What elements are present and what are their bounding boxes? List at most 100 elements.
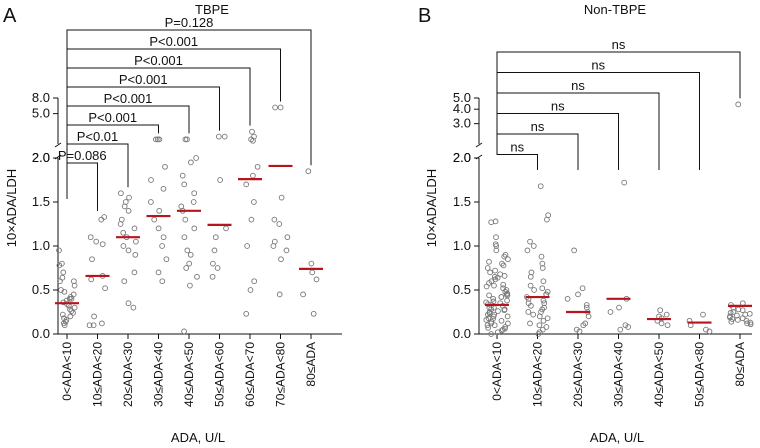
panel-a-data-point — [184, 247, 191, 254]
panel-b-data-point — [490, 316, 496, 322]
panel-a-data-point — [102, 285, 108, 292]
panel-a-comparison-label: P=0.128 — [165, 15, 214, 30]
panel-b-data-point — [504, 297, 510, 304]
panel-a-data-point — [125, 207, 132, 214]
panel-a-data-point — [182, 136, 189, 143]
panel-b-axis-break-mark — [475, 142, 483, 148]
panel-b-data-point — [531, 287, 537, 293]
panel-b-comparison-label: ns — [551, 99, 565, 114]
panel-a-y-tick-label: 2.0 — [32, 150, 50, 165]
panel-a-data-point — [162, 163, 168, 170]
panel-a-data-point — [120, 243, 127, 249]
panel-b-label: B — [418, 5, 431, 27]
panel-a-data-point — [194, 273, 200, 280]
panel-b-data-point — [700, 311, 706, 318]
panel-a-data-point — [211, 247, 218, 254]
panel-a-data-point — [313, 276, 320, 283]
panel-a-y-tick-label: 0.5 — [32, 282, 50, 297]
panel-a-data-point — [215, 133, 222, 140]
panel-a-plot: 0.00.51.01.52.02.05.08.00<ADA<10 10≤ADA<2… — [32, 15, 342, 407]
panel-b-y-tick-label: 1.5 — [453, 194, 471, 209]
panel-a-data-point — [91, 313, 97, 320]
panel-a-comparison-label: P<0.01 — [77, 129, 119, 144]
panel-a-data-point — [151, 216, 158, 223]
panel-a-data-point — [67, 306, 73, 313]
panel-a-data-point — [93, 238, 100, 245]
panel-a-data-point — [250, 172, 256, 179]
panel-a-data-point — [59, 311, 66, 318]
panel-b-data-point — [544, 216, 550, 223]
panel-a-data-point — [66, 295, 73, 302]
panel-a-x-tick-label: 70≤ADA<80 — [274, 342, 288, 407]
panel-a-data-point — [300, 291, 306, 298]
panel-b-data-point — [498, 317, 505, 324]
panel-b-data-point — [527, 238, 533, 245]
panel-a-data-point — [121, 278, 128, 285]
panel-a-data-point — [276, 291, 283, 298]
panel-b-xlabel: ADA, U/L — [590, 430, 644, 445]
panel-b-data-point — [530, 311, 537, 318]
panel-a-y-tick-label: 1.5 — [32, 194, 50, 209]
panel-b-data-point — [490, 295, 497, 302]
panel-b-data-point — [734, 317, 741, 323]
panel-a-comparison-bracket — [66, 162, 98, 211]
panel-b-data-point — [583, 302, 590, 308]
panel-b-data-point — [493, 234, 499, 241]
panel-b-data-point — [729, 316, 736, 322]
panel-b-y-tick-label: 5.0 — [453, 90, 471, 105]
panel-b-data-point — [625, 324, 632, 330]
panel-a-data-point — [125, 247, 132, 254]
panel-a-data-point — [120, 229, 127, 236]
panel-a-data-point — [56, 262, 63, 269]
panel-a-data-point — [283, 247, 290, 254]
panel-b-data-point — [576, 328, 583, 335]
panel-b-data-point — [730, 309, 737, 315]
panel-b-data-point — [539, 326, 546, 333]
panel-a-xlabel: ADA, U/L — [171, 430, 225, 445]
panel-b-data-point — [488, 331, 494, 337]
panel-b-data-point — [537, 183, 544, 190]
panel-a-x-tick-label: 0<ADA<10 — [60, 342, 74, 401]
panel-a-data-point — [250, 137, 256, 144]
panel-a-data-point — [131, 269, 138, 276]
panel-a-data-point — [89, 256, 95, 263]
panel-b-data-point — [607, 309, 614, 315]
panel-a-data-point — [61, 288, 68, 295]
panel-a-data-point — [191, 190, 198, 197]
panel-b-data-point — [504, 313, 511, 320]
panel-b-data-point — [747, 321, 754, 328]
panel-b-y-tick-label: 2.0 — [453, 150, 471, 165]
panel-b-data-point — [664, 322, 671, 329]
panel-a-data-point — [98, 216, 105, 223]
panel-a-data-point — [71, 304, 78, 311]
panel-b-data-point — [488, 219, 495, 226]
panel-a-data-point — [276, 221, 283, 227]
panel-b-x-tick-label: 20≤ADA<30 — [571, 342, 585, 407]
panel-b-x-tick-label: 80≤ADA — [733, 342, 747, 387]
panel-a-data-point — [181, 328, 187, 335]
panel-a-data-point — [118, 190, 124, 197]
panel-b-data-point — [739, 315, 746, 322]
panel-a-data-point — [243, 310, 250, 317]
panel-b-y-tick-label: 3.0 — [453, 116, 471, 131]
panel-a-data-point — [248, 216, 255, 223]
panel-a-x-tick-label: 40≤ADA<50 — [182, 342, 196, 407]
panel-b-data-point — [617, 326, 624, 333]
panel-a-data-point — [221, 133, 228, 140]
panel-b-x-tick-label: 30≤ADA<40 — [612, 342, 626, 407]
panel-a-axis-break-mark — [54, 142, 62, 148]
panel-b-data-point — [483, 283, 490, 290]
panel-a-data-point — [277, 104, 284, 111]
panel-a-title: TBPE — [195, 2, 229, 17]
panel-a-data-point — [249, 128, 255, 135]
panel-a-data-point — [214, 265, 221, 271]
panel-b-data-point — [530, 243, 537, 249]
panel-a-data-point — [99, 320, 105, 327]
panel-a-data-point — [223, 225, 229, 232]
panel-b-comparison-bracket — [496, 72, 700, 170]
panel-a-data-point — [163, 256, 170, 263]
panel-b-data-point — [536, 313, 543, 320]
panel-a-data-point — [153, 136, 159, 143]
panel-b-data-point — [527, 320, 533, 327]
